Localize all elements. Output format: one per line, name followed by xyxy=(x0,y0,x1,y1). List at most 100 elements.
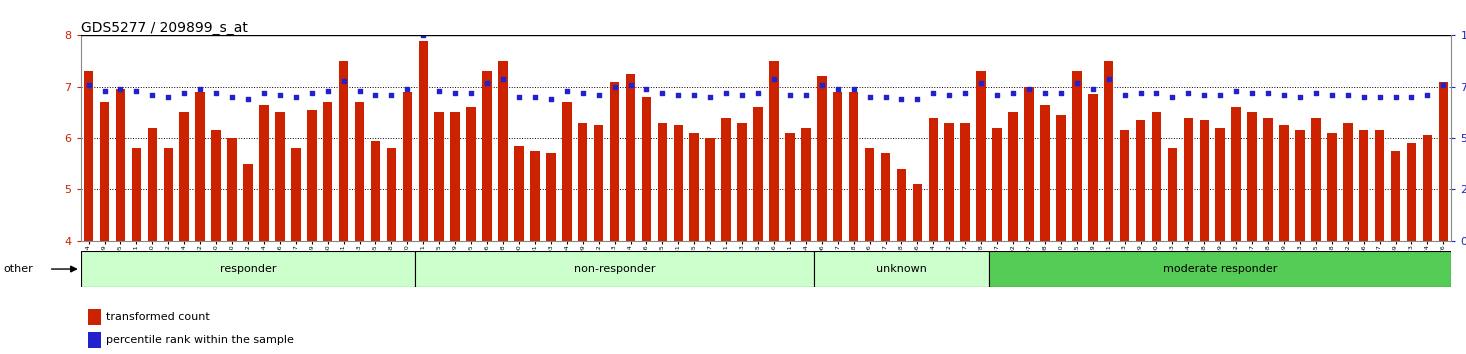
Bar xyxy=(179,113,189,354)
Bar xyxy=(800,128,811,354)
Bar xyxy=(371,141,380,354)
Bar xyxy=(754,107,762,354)
Bar xyxy=(243,164,252,354)
Bar xyxy=(164,148,173,354)
Point xyxy=(556,88,579,94)
Bar xyxy=(658,123,667,354)
Bar xyxy=(817,76,827,354)
Bar xyxy=(403,92,412,354)
Bar xyxy=(1009,113,1017,354)
Point xyxy=(858,94,881,100)
Bar xyxy=(897,169,906,354)
Point xyxy=(1113,92,1136,98)
Point xyxy=(953,90,976,96)
Bar xyxy=(450,113,460,354)
Bar xyxy=(849,92,859,354)
Bar xyxy=(1407,143,1416,354)
Bar xyxy=(1199,120,1209,354)
Point xyxy=(1017,86,1041,92)
Bar xyxy=(1343,123,1353,354)
Text: transformed count: transformed count xyxy=(106,312,210,322)
Bar xyxy=(1088,95,1098,354)
Bar xyxy=(84,72,94,354)
Bar xyxy=(1152,113,1161,354)
Bar xyxy=(339,61,349,354)
Bar xyxy=(515,146,523,354)
Point xyxy=(698,94,721,100)
Bar xyxy=(1375,130,1384,354)
Bar xyxy=(1311,118,1321,354)
Bar xyxy=(132,148,141,354)
Point xyxy=(762,76,786,81)
Bar xyxy=(1327,133,1337,354)
Point xyxy=(412,33,435,38)
Bar xyxy=(1072,72,1082,354)
Point xyxy=(667,92,690,98)
Point xyxy=(778,92,802,98)
Point xyxy=(396,86,419,92)
Point xyxy=(1001,90,1025,96)
Point xyxy=(157,94,180,100)
Point xyxy=(922,90,946,96)
Bar xyxy=(1056,115,1066,354)
Bar xyxy=(1438,82,1448,354)
Bar xyxy=(1120,130,1129,354)
Bar xyxy=(227,138,237,354)
Point xyxy=(252,90,276,96)
Bar xyxy=(1041,105,1050,354)
Point xyxy=(1066,80,1089,85)
Bar xyxy=(578,123,588,354)
Point xyxy=(459,90,482,96)
Point xyxy=(1336,92,1359,98)
Bar xyxy=(1183,118,1193,354)
Bar xyxy=(1359,130,1368,354)
Bar xyxy=(148,128,157,354)
Point xyxy=(1161,94,1185,100)
Bar xyxy=(1248,113,1256,354)
Point xyxy=(603,84,626,90)
Bar xyxy=(960,123,970,354)
Bar xyxy=(1280,125,1289,354)
Point xyxy=(92,88,116,94)
Bar xyxy=(466,107,476,354)
Point xyxy=(1080,86,1104,92)
Bar xyxy=(531,151,539,354)
Point xyxy=(906,96,929,102)
Bar xyxy=(81,251,415,287)
Point xyxy=(443,90,466,96)
Bar xyxy=(737,123,746,354)
Point xyxy=(204,90,227,96)
Point xyxy=(284,94,308,100)
Point xyxy=(619,82,642,87)
Point xyxy=(1034,90,1057,96)
Point xyxy=(76,82,100,87)
Bar xyxy=(418,41,428,354)
Bar xyxy=(415,251,814,287)
Text: moderate responder: moderate responder xyxy=(1163,264,1277,274)
Bar xyxy=(1025,87,1034,354)
Bar xyxy=(88,332,101,348)
Bar xyxy=(1264,118,1272,354)
Bar xyxy=(1167,148,1177,354)
Bar xyxy=(355,102,365,354)
Point xyxy=(523,94,547,100)
Bar xyxy=(482,72,491,354)
Point xyxy=(347,88,371,94)
Point xyxy=(428,88,452,94)
Bar xyxy=(990,251,1451,287)
Bar xyxy=(976,72,987,354)
Bar xyxy=(770,61,778,354)
Bar xyxy=(705,138,715,354)
Bar xyxy=(610,82,619,354)
Point xyxy=(189,86,213,92)
Point xyxy=(651,90,674,96)
Bar xyxy=(195,92,205,354)
Bar xyxy=(721,118,732,354)
Bar xyxy=(387,148,396,354)
Point xyxy=(539,96,563,102)
Point xyxy=(1432,82,1456,87)
Bar xyxy=(833,92,843,354)
Bar xyxy=(276,113,284,354)
Point xyxy=(125,88,148,94)
Bar xyxy=(116,89,125,354)
